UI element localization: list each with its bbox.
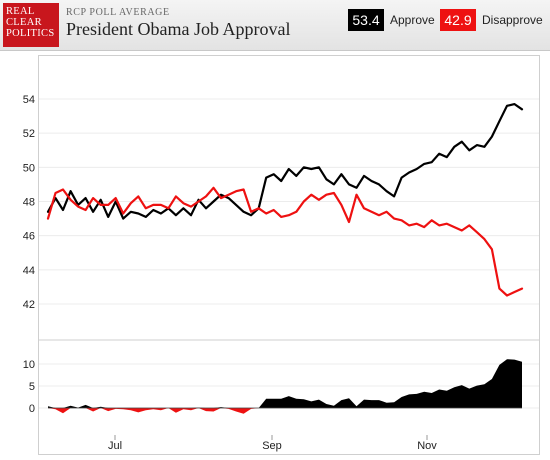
chart-frame	[38, 55, 540, 455]
series-line-approve	[46, 102, 524, 220]
y-tick-label-48: 48	[23, 197, 35, 209]
chart-title: President Obama Job Approval	[66, 19, 291, 39]
logo-line-2: CLEAR	[6, 17, 42, 28]
chart-kicker: RCP POLL AVERAGE	[66, 7, 170, 18]
y-tick-label-54: 54	[23, 94, 35, 106]
y-tick-label-44: 44	[23, 265, 35, 277]
x-tick-label-jul: Jul	[108, 440, 122, 452]
y-tick-label-52: 52	[23, 128, 35, 140]
diff-y-tick-label-10: 10	[23, 359, 35, 371]
spread-area-positive	[48, 359, 522, 408]
chart-header: REAL CLEAR POLITICS RCP POLL AVERAGE Pre…	[0, 0, 550, 51]
logo-line-3: POLITICS	[6, 28, 55, 39]
disapprove-value-badge: 42.9	[440, 9, 476, 31]
diff-y-tick-label-0: 0	[29, 403, 35, 415]
y-tick-label-46: 46	[23, 231, 35, 243]
spread-area-negative	[48, 408, 522, 414]
approve-legend-label: Approve	[390, 13, 435, 27]
approve-value-badge: 53.4	[348, 9, 384, 31]
y-tick-label-42: 42	[23, 299, 35, 311]
series-line-disapprove	[46, 186, 524, 297]
realclearpolitics-logo[interactable]: REAL CLEAR POLITICS	[3, 3, 59, 47]
logo-line-1: REAL	[6, 6, 35, 17]
legend: 53.4 Approve 42.9 Disapprove	[348, 9, 544, 33]
y-tick-label-50: 50	[23, 162, 35, 174]
diff-y-tick-label-5: 5	[29, 381, 35, 393]
x-tick-label-nov: Nov	[417, 440, 437, 452]
x-tick-label-sep: Sep	[262, 440, 282, 452]
disapprove-legend-label: Disapprove	[482, 13, 543, 27]
